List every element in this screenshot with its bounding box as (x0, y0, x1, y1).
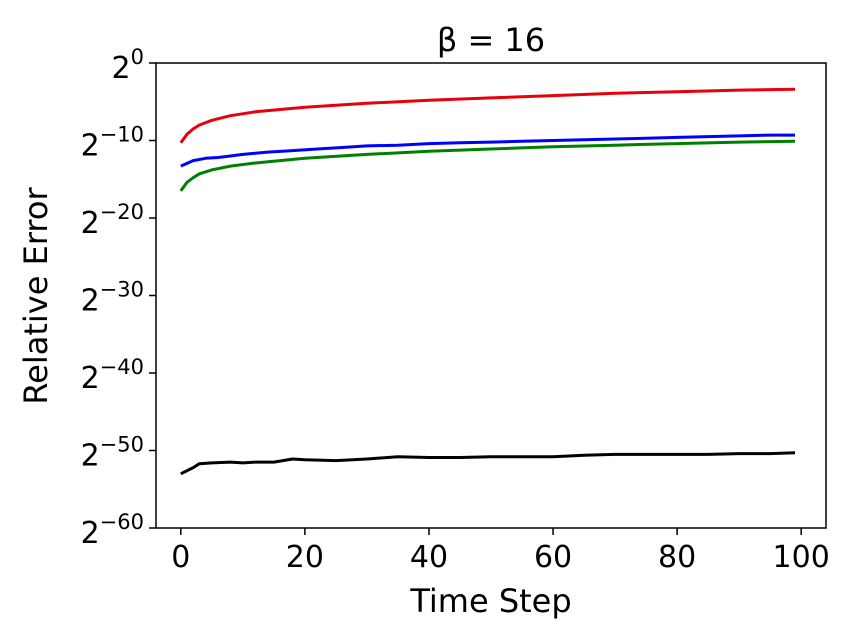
x-tick-label: 40 (410, 540, 448, 575)
x-tick-label: 20 (286, 540, 324, 575)
y-tick-label: 2−20 (81, 200, 144, 241)
y-tick-label: 2−40 (81, 355, 144, 396)
y-axis: 20 2−10 2−20 2−30 2−40 2−50 2−60 (81, 45, 156, 551)
chart-title: β = 16 (437, 21, 545, 59)
series-line-4 (180, 451, 796, 476)
x-tick-label: 60 (534, 540, 572, 575)
x-tick-label: 100 (773, 540, 830, 575)
y-tick-label: 2−60 (81, 510, 144, 551)
y-axis-label: Relative Error (17, 187, 55, 405)
plot-area-frame (155, 62, 827, 529)
y-tick-label: 20 (112, 45, 144, 86)
series-line-3 (179, 139, 796, 192)
x-tick-label: 80 (658, 540, 696, 575)
x-tick-label: 0 (171, 540, 190, 575)
series-line-2 (180, 133, 795, 168)
series-line-1 (179, 87, 796, 144)
y-tick-label: 2−10 (81, 123, 144, 164)
y-tick-label: 2−50 (81, 433, 144, 474)
series-layer (179, 87, 796, 476)
y-tick-label: 2−30 (81, 278, 144, 319)
x-axis: 0 20 40 60 80 100 (171, 528, 830, 575)
x-axis-label: Time Step (409, 582, 571, 620)
